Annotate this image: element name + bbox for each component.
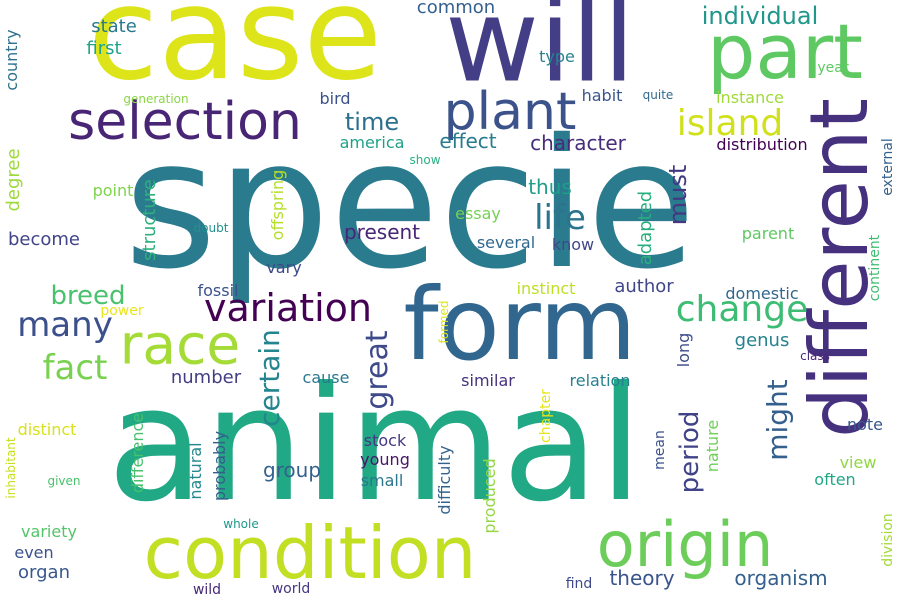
cloud-word-continent: continent: [867, 234, 883, 302]
cloud-word-instance: instance: [716, 88, 784, 107]
cloud-word-often: often: [814, 470, 856, 489]
cloud-word-nature: nature: [703, 419, 722, 473]
cloud-word-cause: cause: [302, 368, 350, 387]
cloud-word-fact: fact: [42, 348, 108, 388]
cloud-word-individual: individual: [701, 2, 819, 30]
cloud-word-note: note: [846, 415, 884, 434]
cloud-word-inhabitant: inhabitant: [4, 437, 18, 499]
cloud-word-difference: difference: [128, 412, 147, 494]
cloud-word-doubt: doubt: [193, 221, 229, 235]
cloud-word-essay: essay: [455, 204, 501, 223]
cloud-word-parent: parent: [741, 224, 795, 243]
cloud-word-power: power: [100, 303, 144, 319]
cloud-word-time: time: [344, 108, 400, 136]
cloud-word-many: many: [17, 305, 113, 345]
cloud-word-world: world: [271, 581, 311, 597]
cloud-word-probably: probably: [210, 430, 229, 502]
cloud-word-stock: stock: [363, 431, 407, 450]
cloud-word-group: group: [262, 458, 322, 482]
cloud-word-degree: degree: [3, 148, 24, 212]
cloud-word-number: number: [170, 367, 242, 388]
cloud-word-mean: mean: [652, 430, 668, 470]
cloud-word-animal: animal: [107, 353, 643, 537]
cloud-word-breed: breed: [50, 281, 126, 311]
cloud-word-variety: variety: [21, 522, 77, 541]
cloud-word-young: young: [360, 450, 410, 469]
cloud-word-distinct: distinct: [17, 420, 77, 439]
cloud-word-quite: quite: [642, 88, 674, 102]
cloud-word-life: life: [534, 198, 586, 238]
cloud-word-difficulty: difficulty: [435, 445, 454, 515]
cloud-word-natural: natural: [186, 442, 205, 500]
cloud-word-part: part: [707, 7, 863, 96]
cloud-word-division: division: [880, 513, 896, 567]
cloud-word-find: find: [565, 576, 593, 592]
cloud-word-theory: theory: [609, 566, 675, 590]
cloud-word-character: character: [530, 131, 626, 155]
cloud-word-author: author: [614, 276, 674, 297]
cloud-word-domestic: domestic: [725, 284, 799, 303]
cloud-word-relation: relation: [569, 371, 631, 390]
cloud-word-must: must: [664, 164, 692, 226]
cloud-word-know: know: [551, 235, 595, 254]
cloud-word-genus: genus: [734, 330, 790, 351]
cloud-word-point: point: [92, 181, 134, 200]
cloud-word-distribution: distribution: [716, 135, 808, 154]
cloud-word-instinct: instinct: [516, 279, 576, 298]
cloud-word-america: america: [339, 133, 405, 152]
cloud-word-given: given: [47, 474, 81, 488]
cloud-word-wild: wild: [192, 582, 222, 598]
cloud-word-origin: origin: [596, 508, 774, 581]
cloud-word-whole: whole: [223, 517, 259, 531]
cloud-word-certain: certain: [253, 329, 286, 427]
cloud-word-generation: generation: [123, 92, 189, 106]
cloud-word-selection: selection: [68, 92, 302, 152]
cloud-word-race: race: [119, 312, 241, 377]
cloud-word-offspring: offspring: [268, 169, 287, 241]
cloud-word-plant: plant: [443, 82, 577, 142]
cloud-word-several: several: [476, 233, 536, 252]
cloud-word-adapted: adapted: [635, 190, 656, 266]
cloud-word-habit: habit: [581, 86, 623, 105]
cloud-word-variation: variation: [203, 286, 373, 330]
cloud-word-will: will: [445, 0, 635, 109]
cloud-word-country: country: [2, 29, 21, 91]
cloud-word-similar: similar: [461, 371, 515, 390]
cloud-word-type: type: [539, 47, 575, 66]
cloud-word-condition: condition: [143, 511, 477, 595]
cloud-word-become: become: [7, 229, 81, 250]
cloud-word-long: long: [674, 332, 693, 368]
cloud-word-island: island: [676, 103, 784, 144]
cloud-word-period: period: [675, 410, 705, 494]
cloud-word-fossil: fossil: [197, 281, 239, 300]
cloud-word-vary: vary: [266, 258, 302, 277]
cloud-word-class: class: [800, 349, 830, 363]
cloud-word-great: great: [360, 330, 395, 410]
cloud-word-common: common: [416, 0, 496, 18]
cloud-word-organism: organism: [734, 566, 828, 590]
cloud-word-show: show: [409, 153, 441, 167]
cloud-word-effect: effect: [439, 129, 497, 153]
cloud-word-formed: formed: [437, 300, 451, 344]
cloud-word-present: present: [343, 220, 421, 244]
cloud-word-chapter: chapter: [538, 389, 554, 443]
cloud-word-state: state: [91, 16, 137, 37]
cloud-word-thus: thus: [528, 175, 572, 199]
cloud-word-case: case: [87, 0, 383, 109]
cloud-word-form: form: [403, 266, 637, 383]
cloud-word-change: change: [675, 289, 809, 330]
cloud-word-might: might: [761, 379, 794, 461]
cloud-word-external: external: [880, 138, 896, 196]
cloud-word-produced: produced: [480, 458, 499, 534]
cloud-word-specie: specie: [123, 101, 697, 308]
cloud-word-structure: structure: [139, 179, 160, 261]
cloud-word-small: small: [360, 471, 404, 490]
cloud-word-bird: bird: [319, 89, 351, 108]
cloud-word-year: year: [817, 60, 849, 76]
cloud-word-even: even: [14, 543, 54, 562]
cloud-word-first: first: [86, 38, 122, 59]
cloud-word-organ: organ: [18, 562, 70, 583]
cloud-word-view: view: [839, 453, 877, 472]
